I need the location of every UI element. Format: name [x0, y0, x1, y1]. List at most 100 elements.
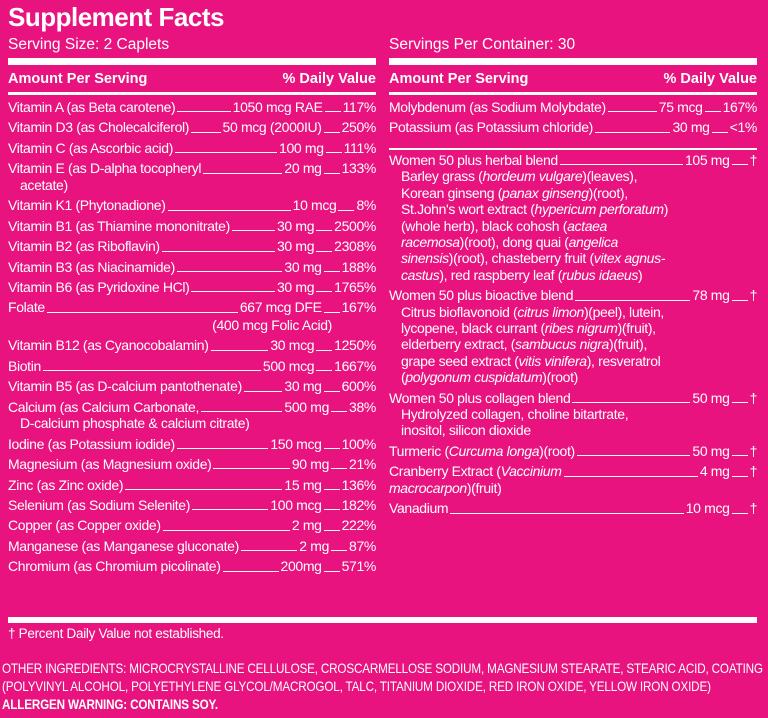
- leader-line: [576, 455, 691, 457]
- text-part: ): [638, 266, 643, 283]
- leader-line: [203, 172, 283, 174]
- leader-line: [191, 131, 221, 133]
- nutrient-dv: 167%: [722, 99, 758, 115]
- leader-line: [731, 299, 748, 301]
- nutrient-name: Iodine (as Potassium iodide): [8, 435, 175, 452]
- nutrient-dv: 21%: [349, 456, 376, 473]
- nutrient-name: Vitamin B6 (as Pyridoxine HCl): [8, 279, 190, 296]
- nutrient-amount: 30 mg: [672, 119, 710, 136]
- nutrient-name: Women 50 plus herbal blend: [389, 151, 558, 168]
- blend-block: Women 50 plus herbal blend 105 mg † Barley …: [389, 152, 757, 283]
- text-part: ribes nigrum: [544, 319, 618, 336]
- nutrient-dv: 117%: [342, 99, 377, 115]
- nutrient-row: Selenium (as Sodium Selenite) 100 mcg 182%: [8, 497, 376, 513]
- nutrient-row-cont: macrocarpon)(fruit): [389, 480, 757, 496]
- leader-line: [175, 152, 278, 154]
- header-dv-right: % Daily Value: [663, 71, 758, 87]
- supplement-facts-panel: Supplement Facts Serving Size: 2 Caplets…: [8, 2, 758, 641]
- nutrient-name: Vitamin E (as D-alpha tocopheryl: [8, 160, 202, 177]
- text-part: vitis vinifera: [518, 352, 588, 369]
- leader-line: [161, 250, 275, 252]
- nutrient-dv: †: [749, 287, 758, 304]
- leader-line: [594, 131, 671, 133]
- nutrient-name: Folate: [8, 299, 45, 316]
- nutrient-dv: 38%: [349, 398, 376, 415]
- nutrient-dv: 2308%: [334, 238, 376, 255]
- nutrient-dv: 600%: [341, 378, 377, 395]
- leader-line: [325, 152, 342, 154]
- nutrient-name: Zinc (as Zinc oxide): [8, 476, 124, 493]
- nutrient-dv: †: [749, 151, 758, 168]
- nutrient-sub: (400 mcg Folic Acid): [212, 316, 332, 333]
- footnote: † Percent Daily Value not established.: [8, 626, 224, 641]
- nutrient-row: Vanadium 10 mcg †: [389, 500, 757, 516]
- leader-line: [192, 509, 269, 511]
- nutrient-dv: 1765%: [334, 279, 376, 296]
- leader-line: [563, 475, 698, 477]
- nutrient-dv: 250%: [341, 119, 377, 136]
- nutrient-row: Calcium (as Calcium Carbonate, 500 mg 38%: [8, 399, 376, 415]
- nutrient-dv: 182%: [341, 496, 377, 513]
- nutrient-dv: 8%: [356, 197, 376, 214]
- nutrient-name: Turmeric (Curcuma longa)(root): [389, 443, 575, 459]
- nutrient-amount: 150 mcg: [270, 435, 322, 452]
- nutrient-name: Vitamin A (as Beta carotene): [8, 99, 176, 115]
- bottom-thick-rule: [8, 617, 757, 623]
- nutrient-dv: †: [749, 463, 758, 480]
- nutrient-dv: 2500%: [334, 217, 376, 234]
- left-nutrient-list: Vitamin A (as Beta carotene) 1050 mcg RAE…: [8, 99, 376, 579]
- nutrient-amount: 50 mcg (2000IU): [222, 119, 322, 136]
- text-part: )(root), St.John's wort extract (: [401, 184, 628, 218]
- leader-line: [316, 230, 333, 232]
- leader-line: [559, 164, 683, 166]
- nutrient-row: Vitamin D3 (as Cholecalciferol) 50 mcg (2…: [8, 119, 376, 135]
- nutrient-row: Turmeric (Curcuma longa)(root) 50 mg †: [389, 443, 757, 459]
- nutrient-row-cont: acetate): [8, 177, 376, 193]
- leader-line: [324, 111, 341, 113]
- allergen-warning: ALLERGEN WARNING: CONTAINS SOY.: [2, 697, 218, 713]
- text-part: Hydrolyzed collagen, choline bitartrate,…: [401, 406, 629, 439]
- nutrient-row: Biotin 500 mcg 1667%: [8, 358, 376, 374]
- text-part: )(peel), lutein, lycopene, black currant…: [401, 303, 664, 336]
- nutrient-name-cont: acetate): [20, 176, 68, 193]
- nutrient-name: Manganese (as Manganese gluconate): [8, 537, 239, 554]
- nutrient-row: Magnesium (as Magnesium oxide) 90 mg 21%: [8, 456, 376, 472]
- leader-line: [177, 111, 231, 113]
- nutrient-row-wrap: Cranberry Extract (Vaccinium 4 mg † macroca…: [389, 463, 757, 496]
- header-amount-right: Amount Per Serving: [389, 71, 529, 87]
- header-right: Amount Per Serving % Daily Value: [389, 70, 757, 88]
- text-part: Cranberry Extract (: [389, 463, 501, 480]
- leader-line: [731, 455, 748, 457]
- nutrient-row: Chromium (as Chromium picolinate) 200mg 57…: [8, 558, 376, 574]
- leader-line: [323, 570, 340, 572]
- mid-rule-right: [389, 92, 757, 95]
- text-part: )(fruit): [466, 479, 502, 496]
- text-part: ), red raspberry leaf (: [439, 266, 563, 283]
- text-part: citrus limon: [517, 303, 584, 320]
- serving-size: Serving Size: 2 Caplets: [8, 36, 170, 53]
- leader-line: [213, 468, 290, 470]
- nutrient-amount: 50 mg: [692, 442, 730, 459]
- nutrient-amount: 4 mg: [699, 463, 730, 480]
- leader-line: [323, 509, 340, 511]
- nutrient-name: Women 50 plus collagen blend: [389, 389, 571, 406]
- nutrient-row: Zinc (as Zinc oxide) 15 mg 136%: [8, 477, 376, 493]
- nutrient-amount: 75 mcg: [658, 99, 703, 115]
- leader-line: [323, 131, 340, 133]
- leader-line: [711, 131, 728, 133]
- nutrient-row: Copper (as Copper oxide) 2 mg 222%: [8, 517, 376, 533]
- nutrient-amount: 30 mg: [276, 238, 315, 255]
- text-part: )(root), dong quai (: [459, 233, 569, 250]
- text-part: ), resveratrol (: [401, 352, 661, 386]
- nutrient-dv: 1250%: [334, 337, 376, 354]
- other-ingredients: OTHER INGREDIENTS: MICROCRYSTALLINE CELL…: [2, 660, 766, 715]
- text-part: Vanadium: [389, 500, 449, 517]
- text-part: Vaccinium: [500, 463, 562, 480]
- nutrient-name: Calcium (as Calcium Carbonate,: [8, 398, 200, 415]
- text-part: )(root): [539, 442, 575, 459]
- nutrient-dv: 87%: [349, 537, 376, 554]
- leader-line: [731, 475, 748, 477]
- servings-per-container: Servings Per Container: 30: [389, 36, 576, 53]
- nutrient-amount: 78 mg: [692, 287, 730, 304]
- leader-line: [176, 270, 283, 272]
